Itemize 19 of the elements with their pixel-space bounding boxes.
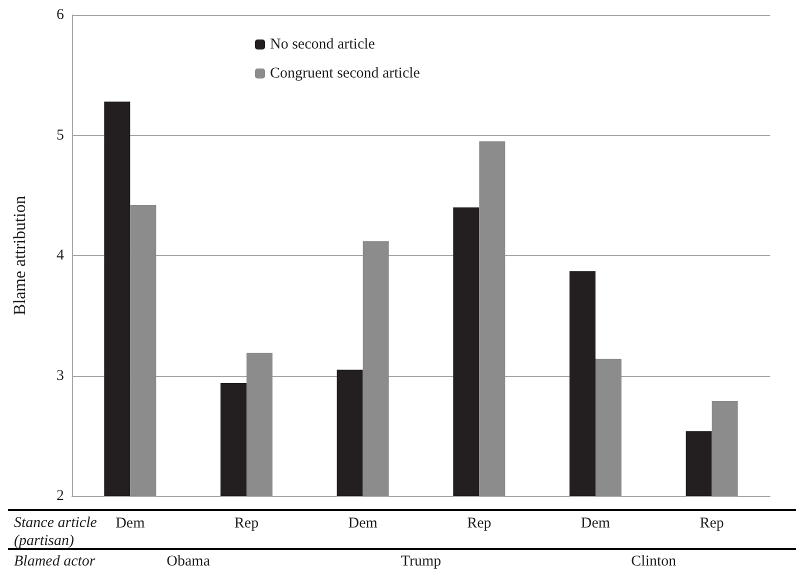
text: Blamed actor — [14, 554, 96, 570]
y-axis-title: Blame attribution — [10, 195, 29, 316]
y-tick-label: 6 — [56, 7, 64, 23]
text: Stance article (partisan) — [14, 515, 101, 549]
text: Obama — [166, 554, 210, 570]
legend-label: No second article — [270, 36, 376, 52]
x-tick-label: Dem — [348, 516, 378, 532]
x-tick-label: Rep — [234, 516, 259, 532]
legend-label: Congruent second article — [270, 66, 420, 82]
y-tick-label: 4 — [56, 248, 64, 264]
text: Clinton — [631, 554, 677, 570]
x-tick-label: Rep — [700, 516, 724, 532]
x-tick-label: Dem — [116, 516, 146, 532]
text: Trump — [400, 554, 442, 570]
y-tick-label: 3 — [56, 368, 64, 384]
y-tick-label: 5 — [56, 127, 64, 144]
x-tick-label: Rep — [467, 516, 492, 532]
y-tick-label: 2 — [56, 488, 64, 504]
x-tick-label: Dem — [580, 516, 610, 532]
